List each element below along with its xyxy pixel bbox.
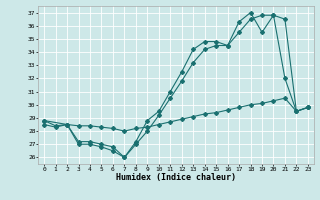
- X-axis label: Humidex (Indice chaleur): Humidex (Indice chaleur): [116, 173, 236, 182]
